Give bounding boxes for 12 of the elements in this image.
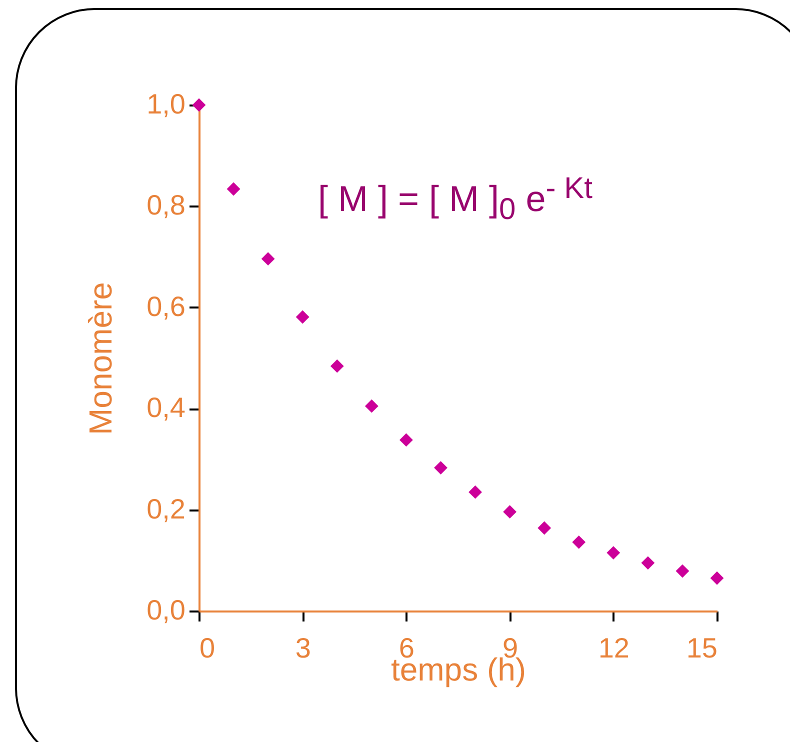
y-tick-label: 0,2 bbox=[146, 493, 186, 524]
x-tick-label: 15 bbox=[686, 632, 718, 664]
y-tick-label: 1,0 bbox=[146, 88, 186, 120]
x-tick-label: 0 bbox=[200, 632, 216, 664]
y-tick-label: 0,8 bbox=[146, 190, 186, 221]
y-tick-label: 0,0 bbox=[146, 594, 186, 626]
x-tick-label: 12 bbox=[598, 632, 630, 664]
y-tick-label: 0,4 bbox=[146, 392, 186, 424]
y-axis-title: Monomère bbox=[82, 282, 119, 435]
annotation: [ M ] = [ M ]$_{0}$ e$^{- Kt}$ bbox=[318, 172, 592, 228]
y-tick-label: 0,6 bbox=[146, 290, 186, 322]
x-tick-label: 3 bbox=[295, 632, 311, 664]
